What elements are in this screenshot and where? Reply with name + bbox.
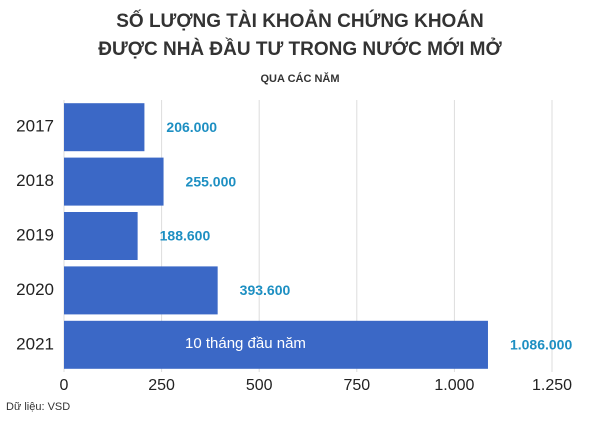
bar [64,157,164,206]
y-tick-label: 2021 [16,334,54,353]
x-tick-label: 500 [246,377,273,394]
y-tick-label: 2017 [16,117,54,136]
bar [64,212,138,260]
bar-annotation: 10 tháng đầu năm [185,335,306,352]
chart-title: SỐ LƯỢNG TÀI KHOẢN CHỨNG KHOÁN [116,10,484,32]
x-tick-label: 750 [343,377,370,394]
y-tick-label: 2019 [16,225,54,244]
y-tick-label: 2018 [16,171,54,190]
value-label: 188.600 [160,228,211,244]
value-label: 1.086.000 [510,337,572,353]
bar [64,266,218,315]
value-label: 255.000 [186,173,237,189]
source-note: Dữ liệu: VSD [6,401,70,413]
x-tick-label: 1.000 [434,377,474,394]
bar [64,103,145,152]
x-tick-label: 0 [60,377,69,394]
value-label: 393.600 [240,282,291,298]
chart-title: ĐƯỢC NHÀ ĐẦU TƯ TRONG NƯỚC MỚI MỞ [98,38,502,60]
x-tick-label: 1.250 [532,377,572,394]
x-tick-label: 250 [148,377,175,394]
y-tick-label: 2020 [16,280,54,299]
value-label: 206.000 [166,119,217,135]
chart-subtitle: QUA CÁC NĂM [260,72,339,85]
bar [64,320,488,369]
